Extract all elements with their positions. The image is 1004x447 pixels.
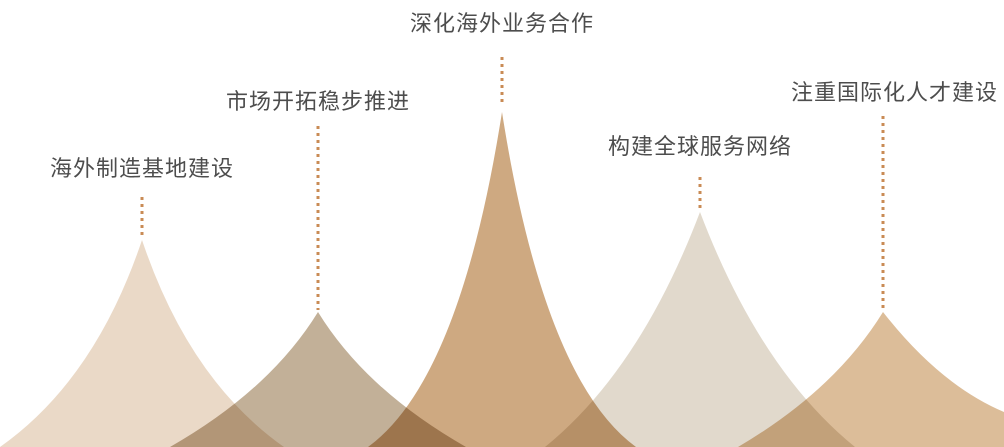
peak-label-4: 构建全球服务网络 — [608, 135, 792, 160]
peak-shapes — [0, 112, 1004, 447]
peak-shape-5 — [738, 312, 1004, 447]
peak-label-2: 市场开拓稳步推进 — [226, 90, 410, 115]
peak-label-5: 注重国际化人才建设 — [791, 81, 998, 106]
peak-shape-1 — [0, 240, 284, 447]
connectors — [140, 57, 885, 310]
peak-shape-4 — [545, 212, 855, 447]
peak-label-1: 海外制造基地建设 — [50, 157, 234, 182]
peak-labels: 海外制造基地建设 市场开拓稳步推进 深化海外业务合作 构建全球服务网络 注重国际… — [50, 12, 998, 182]
peak-shape-2 — [170, 312, 466, 447]
peak-shape-3 — [368, 112, 636, 447]
peak-label-3: 深化海外业务合作 — [410, 12, 594, 37]
